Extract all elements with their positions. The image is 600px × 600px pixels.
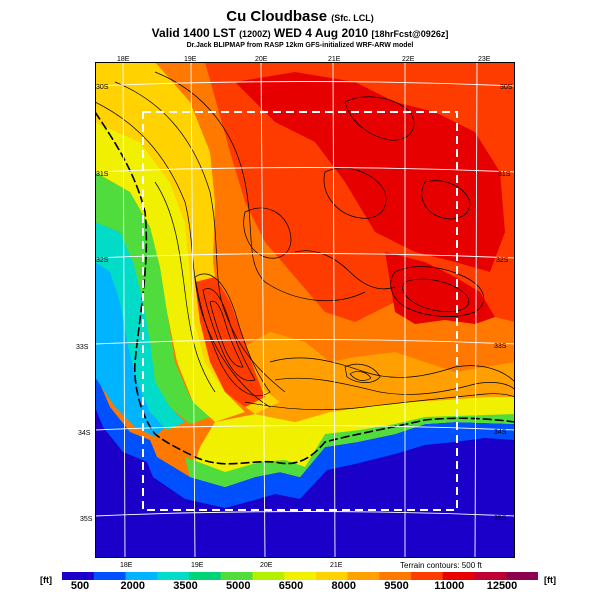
colorbar-tick-label: 500 xyxy=(70,580,90,592)
terrain-contour-line xyxy=(243,207,292,259)
terrain-contour-line xyxy=(194,273,271,397)
west-coast-teal-band xyxy=(95,222,185,430)
terrain-contour-line xyxy=(421,180,471,220)
lon-label-bottom: 18E xyxy=(120,562,133,569)
lon-label-top: 18E xyxy=(117,56,130,63)
colorbar-tick-label: 8000 xyxy=(331,580,357,592)
lat-label-right: 30S xyxy=(500,84,513,91)
parallel xyxy=(95,339,515,345)
northern-deep-red-region xyxy=(235,72,505,272)
colorbar-swatch xyxy=(93,572,126,580)
lat-label-right: 34S xyxy=(494,429,507,436)
terrain-contour-line xyxy=(349,371,372,381)
meridian xyxy=(122,62,126,558)
mountain-red-spine xyxy=(195,277,265,407)
south-coast-green-band xyxy=(185,414,515,487)
west-yellow-band xyxy=(95,122,245,422)
terrain-contours xyxy=(95,71,515,411)
colorbar-swatch xyxy=(315,572,349,580)
colorbar-swatch xyxy=(284,572,317,580)
inner-domain-box xyxy=(142,111,458,511)
colorbar-tick-label: 9500 xyxy=(384,580,409,592)
west-amber-band xyxy=(95,62,280,414)
coastline xyxy=(95,111,515,465)
parallel xyxy=(95,425,515,431)
lon-label-bottom: 21E xyxy=(330,562,343,569)
graticule xyxy=(95,62,515,558)
lat-label-left: 30S xyxy=(96,84,109,91)
colorbar-tick-label: 6500 xyxy=(278,580,304,592)
lon-label-bottom: 19E xyxy=(191,562,204,569)
meridian xyxy=(260,62,266,558)
colorbar-swatch xyxy=(157,572,190,580)
lon-label-bottom: 20E xyxy=(260,562,273,569)
meridian xyxy=(474,62,478,558)
cloudbase-map xyxy=(95,62,515,558)
colorbar-swatch xyxy=(252,572,285,580)
valid-time-line: Valid 1400 LST (1200Z) WED 4 Aug 2010 [1… xyxy=(151,26,449,40)
lat-label-left: 32S xyxy=(96,257,109,264)
colorbar-unit-right: [ft] xyxy=(544,575,556,585)
meridian xyxy=(332,62,336,558)
lat-label-left: 35S xyxy=(80,516,93,523)
colorbar-tick-label: 12500 xyxy=(486,580,518,592)
terrain-contour-line xyxy=(390,266,485,317)
lon-label-top: 20E xyxy=(255,56,268,63)
terrain-contour-line xyxy=(244,393,515,411)
lon-label-top: 23E xyxy=(478,56,491,63)
lat-label-left: 31S xyxy=(96,171,109,178)
chart-title: Cu Cloudbase (Sfc. LCL) xyxy=(226,8,374,25)
lat-label-left: 34S xyxy=(78,430,91,437)
lat-label-right: 32S xyxy=(496,257,509,264)
lat-label-right: 35S xyxy=(494,515,507,522)
terrain-contour-note: Terrain contours: 500 ft xyxy=(400,561,482,570)
lon-label-top: 19E xyxy=(184,56,197,63)
lat-label-right: 31S xyxy=(498,171,511,178)
colorbar-swatch xyxy=(62,572,95,580)
parallel xyxy=(95,167,515,173)
parallel xyxy=(95,81,515,87)
colorbar-unit-left: [ft] xyxy=(40,575,52,585)
colorbar-tick-label: 2000 xyxy=(120,580,146,592)
meridian xyxy=(190,62,196,558)
terrain-contour-line xyxy=(323,167,387,219)
colorbar-swatch xyxy=(474,572,507,580)
terrain-contour-line xyxy=(294,250,396,290)
terrain-contour-line xyxy=(154,181,216,393)
colorbar-swatch xyxy=(506,572,538,580)
parallel xyxy=(95,253,515,259)
colorbar-swatch xyxy=(442,572,476,580)
terrain-contour-line xyxy=(402,278,470,312)
terrain-contour-line xyxy=(209,300,244,368)
map-border xyxy=(95,62,515,558)
terrain-contour-line xyxy=(114,81,286,393)
model-credit: Dr.Jack BLIPMAP from RASP 12km GFS-initi… xyxy=(186,42,414,49)
terrain-contour-line xyxy=(344,96,415,141)
terrain-contour-line xyxy=(269,357,515,383)
colorbar-tick-label: 5000 xyxy=(226,580,251,592)
colorbar xyxy=(62,572,538,580)
parallel xyxy=(95,511,515,517)
colorbar-swatch xyxy=(347,572,380,580)
colorbar-swatch xyxy=(379,572,412,580)
colorbar-swatch xyxy=(220,572,253,580)
colorbar-swatch xyxy=(188,572,222,580)
colorbar-swatch xyxy=(125,572,158,580)
terrain-contour-line xyxy=(202,288,256,382)
colorbar-tick-label: 11000 xyxy=(434,580,465,592)
coastal-shallow xyxy=(95,372,515,508)
lon-label-top: 22E xyxy=(402,56,415,63)
terrain-contour-line xyxy=(154,71,366,302)
southern-inland-orange xyxy=(235,332,515,422)
lon-label-top: 21E xyxy=(328,56,341,63)
colorbar-tick-label: 3500 xyxy=(173,580,198,592)
lat-label-left: 33S xyxy=(76,344,89,351)
terrain-contour-line xyxy=(344,363,381,383)
colorbar-swatch xyxy=(411,572,444,580)
ocean-region xyxy=(95,392,515,558)
lat-label-right: 33S xyxy=(494,343,507,350)
terrain-contour-line xyxy=(274,377,515,395)
